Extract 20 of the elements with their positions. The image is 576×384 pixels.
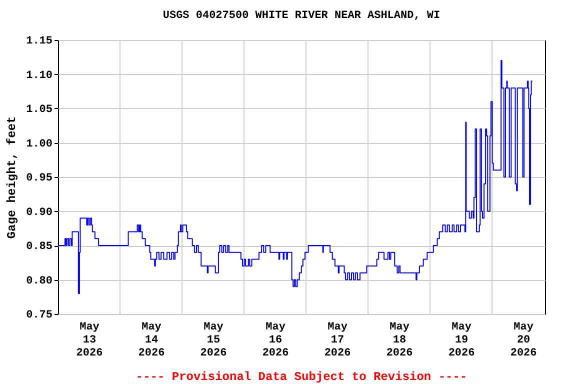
text: ---- Provisional Data Subject to Revision ---- (136, 370, 468, 384)
x-tick-label: May 15 2026 (200, 322, 227, 360)
x-tick-label: May 18 2026 (386, 322, 413, 360)
x-tick-label: May 14 2026 (138, 322, 165, 360)
y-tick-label: 1.15 (26, 36, 53, 48)
y-tick-label: 1.10 (26, 70, 52, 82)
x-tick-label: May 16 2026 (262, 322, 289, 360)
y-tick-label: 0.80 (26, 275, 52, 288)
chart-title: USGS 04027500 WHITE RIVER NEAR ASHLAND, WI (162, 10, 440, 22)
y-tick-label: 1.00 (26, 138, 52, 150)
x-tick-label: May 19 2026 (448, 322, 475, 360)
x-tick-label: May 13 2026 (76, 322, 103, 360)
y-axis-title: Gage height, feet (5, 116, 20, 239)
y-tick-label: 1.05 (26, 104, 53, 116)
y-tick-label: 0.95 (26, 172, 53, 184)
y-tick-label: 0.90 (26, 206, 52, 219)
y-tick-label: 0.75 (26, 310, 53, 322)
x-tick-label: May 17 2026 (324, 322, 351, 360)
y-tick-label: 0.85 (26, 241, 53, 253)
x-tick-label: May 20 2026 (510, 322, 537, 360)
